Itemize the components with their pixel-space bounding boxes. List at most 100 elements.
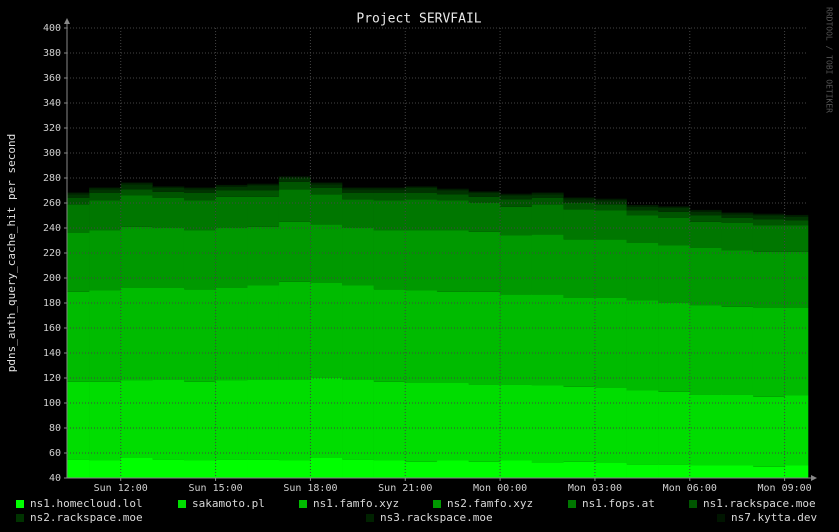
area-segment (247, 285, 280, 380)
area-segment (373, 187, 406, 188)
area-segment (373, 193, 406, 201)
area-segment (752, 215, 785, 220)
area-segment (120, 184, 153, 190)
area-segment (215, 459, 248, 478)
area-segment (342, 199, 374, 228)
legend-label: ns1.rackspace.moe (703, 497, 816, 510)
area-segment (89, 189, 122, 193)
x-tick-label: Mon 06:00 (663, 483, 717, 494)
area-segment (405, 186, 438, 188)
legend-swatch (433, 500, 441, 508)
area-segment (721, 213, 754, 215)
area-segment (120, 195, 153, 227)
area-segment (468, 191, 501, 193)
area-segment (278, 460, 311, 478)
area-segment (373, 200, 406, 231)
y-tick-label: 340 (43, 98, 61, 109)
area-segment (215, 190, 248, 197)
area-segment (626, 205, 659, 207)
area-segment (689, 305, 722, 395)
area-segment (689, 394, 722, 466)
y-tick-label: 200 (43, 273, 61, 284)
area-segment (247, 185, 280, 191)
area-segment (594, 199, 627, 201)
area-segment (247, 184, 280, 186)
area-segment (563, 203, 596, 210)
area-segment (278, 221, 311, 282)
area-segment (278, 176, 311, 177)
area-segment (721, 214, 754, 218)
area-segment (658, 303, 691, 392)
watermark: RRDTOOL / TOBI OETIKER (825, 7, 834, 113)
area-segment (626, 204, 659, 206)
area-segment (436, 190, 469, 195)
area-segment (152, 288, 185, 380)
area-segment (183, 189, 216, 193)
area-segment (120, 182, 153, 183)
area-segment (67, 233, 90, 292)
legend-swatch (16, 500, 24, 508)
area-segment (120, 183, 153, 185)
area-segment (183, 187, 216, 188)
area-segment (89, 460, 122, 478)
area-segment (721, 306, 754, 395)
area-segment (626, 206, 659, 211)
y-tick-label: 360 (43, 73, 61, 84)
area-segment (373, 289, 406, 382)
area-segment (594, 210, 627, 240)
area-segment (405, 188, 438, 193)
y-tick-label: 320 (43, 123, 61, 134)
area-segment (373, 189, 406, 193)
area-segment (752, 225, 785, 252)
area-segment (373, 188, 406, 190)
area-segment (626, 243, 659, 301)
area-segment (563, 197, 596, 198)
area-segment (120, 288, 153, 381)
area-segment (658, 206, 691, 207)
area-segment (342, 187, 374, 188)
area-segment (310, 188, 343, 195)
area-segment (658, 208, 691, 212)
y-tick-label: 140 (43, 348, 61, 359)
area-segment (721, 212, 754, 213)
legend-swatch (178, 500, 186, 508)
area-segment (689, 215, 722, 222)
area-segment (531, 385, 564, 463)
y-tick-label: 60 (49, 448, 61, 459)
area-segment (626, 215, 659, 243)
legend-label: ns1.fops.at (582, 497, 655, 510)
area-segment (152, 191, 185, 198)
area-segment (436, 460, 469, 478)
area-segment (247, 226, 280, 286)
area-segment (67, 381, 90, 460)
area-segment (152, 379, 185, 460)
y-tick-label: 40 (49, 473, 61, 484)
area-segment (152, 186, 185, 188)
area-segment (468, 193, 501, 197)
area-segment (689, 465, 722, 478)
area-segment (689, 248, 722, 306)
area-segment (215, 184, 248, 186)
area-segment (215, 196, 248, 228)
legend-swatch (717, 514, 725, 522)
area-segment (67, 192, 90, 193)
area-segment (468, 384, 501, 462)
area-segment (784, 395, 809, 466)
area-segment (500, 199, 533, 207)
legend-swatch (568, 500, 576, 508)
area-segment (500, 206, 533, 236)
area-segment (468, 291, 501, 385)
area-segment (563, 209, 596, 240)
area-segment (183, 193, 216, 201)
y-tick-label: 80 (49, 423, 61, 434)
area-segment (531, 204, 564, 235)
area-segment (689, 211, 722, 216)
area-segment (658, 206, 691, 208)
area-segment (89, 381, 122, 461)
y-tick-label: 160 (43, 323, 61, 334)
x-axis-arrow (811, 475, 817, 481)
area-segment (152, 459, 185, 478)
y-tick-label: 220 (43, 248, 61, 259)
area-segment (468, 196, 501, 203)
area-segment (594, 204, 627, 211)
